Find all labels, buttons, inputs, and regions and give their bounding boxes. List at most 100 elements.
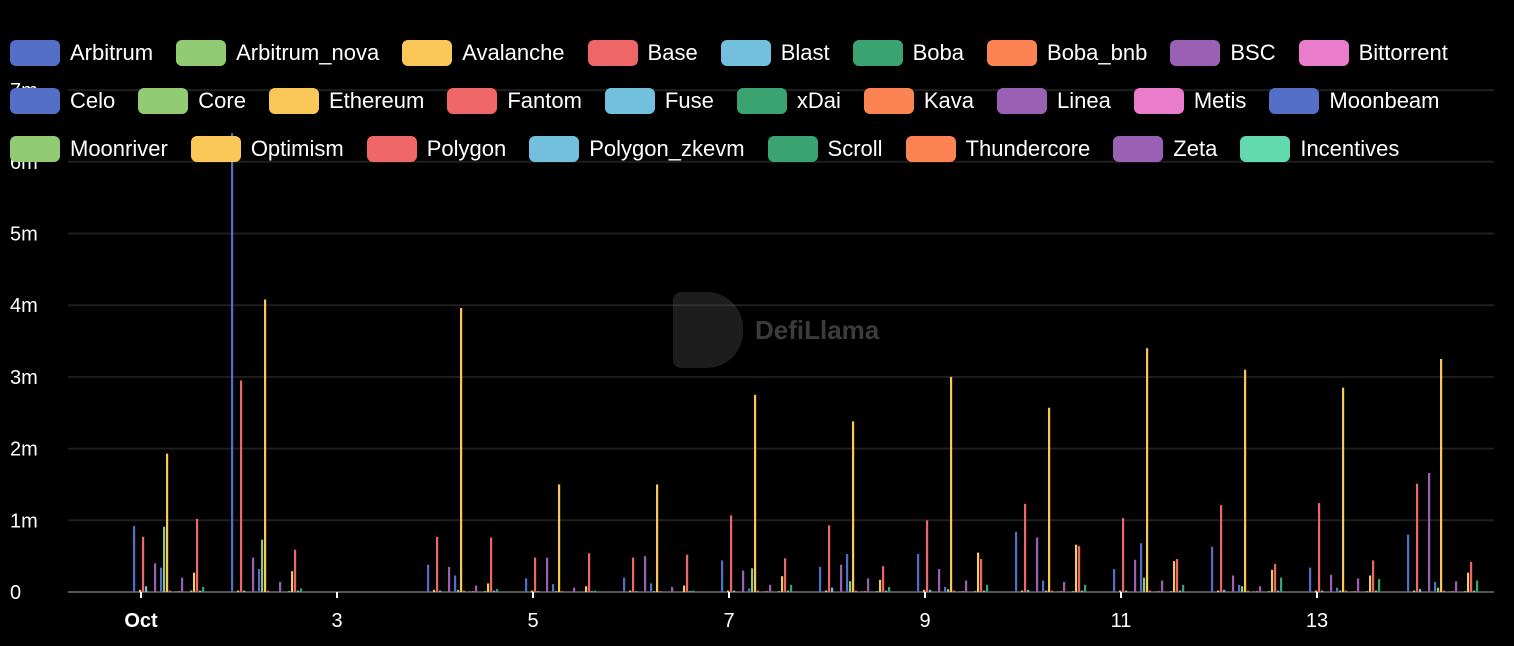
legend-label: Polygon — [426, 136, 507, 161]
legend-item-metis[interactable]: Metis — [1133, 88, 1246, 114]
bar-polygon — [294, 549, 297, 592]
bar-linea — [181, 577, 184, 592]
legend-item-optimism[interactable]: Optimism — [190, 136, 344, 162]
bar-celo — [944, 586, 947, 592]
legend-item-ethereum[interactable]: Ethereum — [268, 88, 425, 114]
legend-item-boba[interactable]: Boba — [852, 40, 964, 66]
bar-ethereum — [166, 453, 169, 592]
bar-xdai — [469, 591, 472, 592]
bar-polygon-zkevm — [297, 590, 300, 592]
legend-item-xdai[interactable]: xDai — [736, 88, 841, 114]
legend-item-bsc[interactable]: BSC — [1170, 40, 1276, 66]
bar-avalanche — [1119, 590, 1122, 592]
bar-core — [555, 591, 558, 592]
y-tick-label: 3m — [10, 367, 38, 389]
bar-scroll — [300, 588, 303, 592]
bar-kava — [1256, 591, 1259, 592]
bar-blast — [145, 586, 148, 592]
bar-core — [1143, 577, 1146, 592]
bar-celo — [1238, 584, 1241, 592]
bar-scroll — [986, 584, 989, 592]
bar-celo — [552, 584, 555, 592]
bar-optimism — [1467, 572, 1470, 592]
legend-swatch — [10, 88, 60, 114]
legend-item-avalanche[interactable]: Avalanche — [402, 40, 565, 66]
bar-ethereum — [558, 484, 561, 592]
legend-label: Linea — [1057, 88, 1111, 113]
bar-arbitrum — [427, 564, 430, 592]
bar-optimism — [683, 585, 686, 592]
bar-bsc — [1036, 537, 1039, 592]
legend-item-bittorrent[interactable]: Bittorrent — [1298, 40, 1448, 66]
legend-item-linea[interactable]: Linea — [997, 88, 1111, 114]
bar-fantom — [1149, 590, 1152, 592]
bar-optimism — [585, 586, 588, 592]
bar-blast — [1419, 589, 1422, 592]
legend-item-polygon[interactable]: Polygon — [366, 136, 507, 162]
bar-xdai — [1057, 591, 1060, 592]
bar-base — [436, 536, 439, 592]
bar-scroll — [202, 586, 205, 592]
bar-avalanche — [1315, 590, 1318, 592]
legend-item-kava[interactable]: Kava — [863, 88, 975, 114]
legend-swatch — [402, 40, 453, 66]
watermark-text: DefiLlama — [755, 314, 880, 345]
legend-label: Ethereum — [328, 88, 425, 113]
bar-linea — [965, 580, 968, 592]
legend-item-celo[interactable]: Celo — [10, 88, 115, 114]
legend-item-zeta[interactable]: Zeta — [1113, 136, 1217, 162]
legend-item-blast[interactable]: Blast — [720, 40, 830, 66]
bar-polygon — [1274, 564, 1277, 592]
bar-base — [142, 536, 145, 592]
bar-moonriver — [288, 591, 291, 592]
bar-ethereum — [264, 299, 267, 592]
legend-label: Moonbeam — [1329, 88, 1440, 113]
bar-base — [1318, 503, 1321, 592]
chart-legend: Arbitrum Arbitrum_nova Avalanche Base Blast B… — [10, 40, 1505, 162]
legend-label: xDai — [796, 88, 841, 113]
legend-item-base[interactable]: Base — [587, 40, 698, 66]
legend-label: Kava — [923, 88, 975, 113]
bar-kava — [178, 591, 181, 592]
legend-label: Fuse — [664, 88, 714, 113]
bar-optimism — [879, 579, 882, 592]
legend-item-boba-bnb[interactable]: Boba_bnb — [987, 40, 1147, 66]
bar-avalanche — [531, 590, 534, 592]
bar-polygon-zkevm — [1277, 590, 1280, 592]
legend-item-thundercore[interactable]: Thundercore — [905, 136, 1090, 162]
bar-base — [1122, 518, 1125, 592]
legend-item-arbitrum-nova[interactable]: Arbitrum_nova — [176, 40, 379, 66]
bar-xdai — [1449, 591, 1452, 592]
y-tick-label: 2m — [10, 439, 38, 461]
y-tick-label: 1m — [10, 510, 38, 532]
legend-swatch — [1170, 40, 1221, 66]
legend-swatch — [1240, 136, 1291, 162]
bar-avalanche — [727, 590, 730, 592]
legend-item-moonriver[interactable]: Moonriver — [10, 136, 168, 162]
bar-base — [926, 520, 929, 592]
bar-celo — [454, 575, 457, 592]
bar-polygon-zkevm — [1473, 590, 1476, 592]
bar-optimism — [487, 583, 490, 592]
bar-fantom — [1345, 590, 1348, 592]
legend-item-scroll[interactable]: Scroll — [767, 136, 883, 162]
legend-item-arbitrum[interactable]: Arbitrum — [10, 40, 153, 66]
legend-item-polygon-zkevm[interactable]: Polygon_zkevm — [529, 136, 745, 162]
legend-item-incentives[interactable]: Incentives — [1240, 136, 1399, 162]
bar-celo — [1042, 580, 1045, 592]
bar-core — [751, 568, 754, 592]
llama-logo-icon — [673, 292, 743, 368]
bar-blast — [1027, 589, 1030, 592]
bar-moonriver — [1170, 591, 1173, 592]
bar-bsc — [840, 564, 843, 592]
bar-celo — [258, 569, 261, 592]
legend-item-fuse[interactable]: Fuse — [604, 88, 714, 114]
bar-avalanche — [1217, 590, 1220, 592]
legend-item-fantom[interactable]: Fantom — [447, 88, 582, 114]
bar-arbitrum — [1015, 531, 1018, 592]
legend-item-core[interactable]: Core — [138, 88, 246, 114]
bar-base — [730, 515, 733, 592]
legend-item-moonbeam[interactable]: Moonbeam — [1269, 88, 1440, 114]
legend-swatch — [587, 40, 638, 66]
legend-swatch — [176, 40, 227, 66]
